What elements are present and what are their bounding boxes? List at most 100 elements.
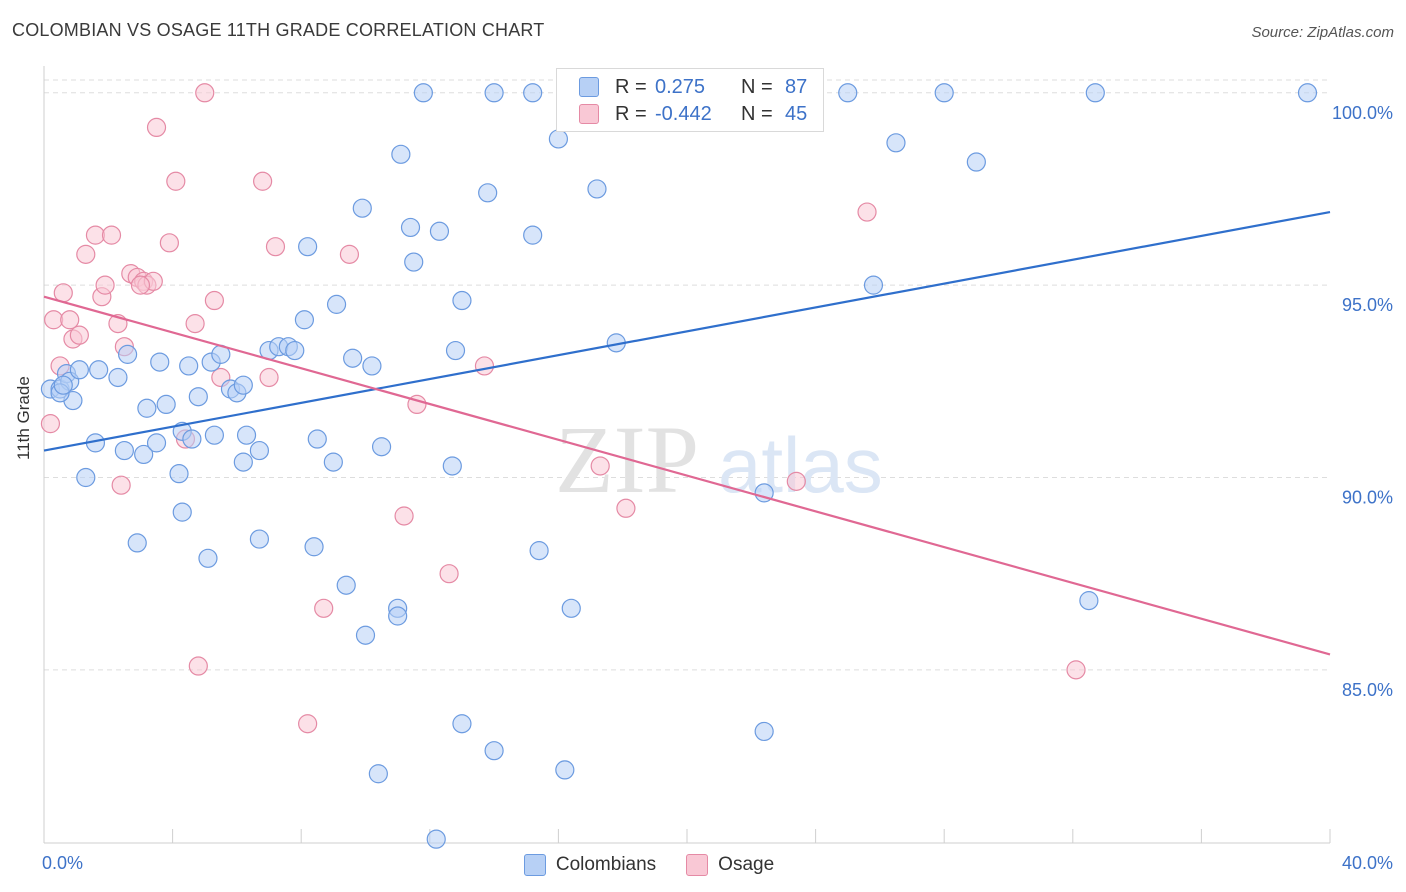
y-tick-labels: 85.0% 90.0% 95.0% 100.0%: [1332, 103, 1393, 700]
colombians-point: [114, 440, 134, 461]
colombians-point: [391, 144, 411, 164]
colombians-point: [452, 714, 472, 734]
watermark-atlas: atlas: [718, 421, 883, 509]
legend-label: Osage: [718, 854, 775, 875]
osage-point: [166, 171, 186, 191]
colombians-point: [204, 425, 224, 445]
colombians-point: [323, 452, 343, 472]
colombians-point: [172, 502, 192, 522]
colombians-point: [404, 252, 424, 272]
colombians-point: [445, 340, 466, 361]
osage-point: [101, 225, 122, 245]
colombians-point: [182, 429, 202, 449]
source-label: Source: ZipAtlas.com: [1251, 24, 1394, 41]
osage-point: [259, 367, 279, 388]
y-tick-label: 85.0%: [1342, 680, 1393, 700]
colombians-point: [352, 198, 372, 218]
osage-point: [253, 171, 273, 191]
legend-item-colombians[interactable]: Colombians: [523, 851, 657, 879]
chart-title: COLOMBIAN VS OSAGE 11TH GRADE CORRELATIO…: [12, 20, 545, 40]
r-label: R =: [615, 75, 647, 98]
colombians-point: [413, 83, 433, 103]
colombians-point: [336, 575, 356, 595]
colombians-point: [548, 129, 569, 149]
colombians-point: [108, 367, 128, 388]
colombians-point: [362, 356, 382, 376]
y-tick-label: 95.0%: [1342, 295, 1393, 315]
r-value: -0.442: [655, 102, 712, 125]
colombians-point: [304, 537, 324, 557]
n-label: N =: [741, 102, 773, 125]
colombians-point: [249, 529, 270, 549]
osage-point: [314, 598, 334, 618]
legend-item-osage[interactable]: Osage: [686, 851, 774, 879]
osage-point: [60, 310, 80, 330]
colombians-point: [400, 217, 421, 238]
osage-point: [146, 117, 167, 138]
x-tick-label: 0.0%: [42, 853, 83, 873]
colombians-point: [561, 598, 581, 618]
colombians-point: [934, 83, 954, 103]
colombians-point: [1085, 83, 1105, 103]
colombians-point: [863, 275, 884, 295]
legend-label: Colombians: [555, 854, 657, 875]
n-label: N =: [741, 75, 773, 98]
grid-lines: [44, 79, 1330, 671]
colombians-swatch: [579, 77, 599, 97]
colombians-point: [169, 464, 189, 484]
colombians-point: [150, 352, 170, 372]
colombians-point: [249, 440, 270, 461]
colombians-point: [285, 340, 305, 361]
osage-point: [204, 290, 224, 311]
colombians-point: [156, 394, 176, 415]
stats-row-osage: R = -0.442 N = 45: [579, 100, 807, 128]
osage-point: [616, 498, 636, 518]
colombians-point: [754, 721, 774, 742]
osage-point: [111, 475, 131, 495]
colombians-point: [326, 294, 347, 314]
osage-point: [474, 356, 495, 376]
osage-point: [1066, 660, 1086, 680]
colombians-trend-line: [43, 210, 1331, 452]
colombians-point: [371, 437, 392, 457]
colombians-point: [529, 541, 549, 561]
colombians-point: [53, 375, 73, 395]
colombians-point: [117, 344, 138, 364]
colombians-point: [838, 83, 858, 103]
series-legend: Colombians Osage: [0, 851, 1406, 879]
osage-point: [85, 225, 106, 245]
colombians-point: [69, 360, 89, 380]
osage-point: [394, 506, 414, 526]
colombians-point: [137, 398, 157, 418]
osage-point: [76, 244, 96, 264]
osage-legend-swatch: [686, 854, 709, 876]
colombians-point: [523, 225, 543, 245]
x-tick-label: 40.0%: [1342, 853, 1393, 873]
osage-point: [69, 325, 89, 345]
osage-point: [95, 275, 115, 295]
colombians-point: [188, 387, 208, 407]
osage-point: [857, 202, 877, 222]
y-tick-label: 100.0%: [1332, 103, 1393, 123]
stats-legend: R = 0.275 N = 87 R = -0.442 N = 45: [556, 68, 824, 132]
colombians-point: [886, 133, 906, 153]
colombians-point: [478, 183, 498, 203]
series-colombians: [40, 83, 1318, 849]
colombians-point: [146, 433, 167, 453]
osage-point: [40, 414, 61, 434]
colombians-point: [1297, 83, 1318, 103]
osage-point: [439, 564, 459, 584]
colombians-point: [294, 310, 315, 330]
colombians-point: [134, 444, 154, 465]
series-osage: [40, 83, 1086, 734]
osage-point: [44, 310, 64, 330]
osage-point: [195, 83, 215, 103]
osage-point: [188, 656, 208, 676]
colombians-point: [484, 741, 504, 761]
osage-point: [130, 275, 151, 295]
osage-point: [590, 456, 610, 476]
colombians-point: [587, 179, 607, 199]
osage-point: [298, 714, 318, 734]
colombians-point: [179, 356, 199, 376]
